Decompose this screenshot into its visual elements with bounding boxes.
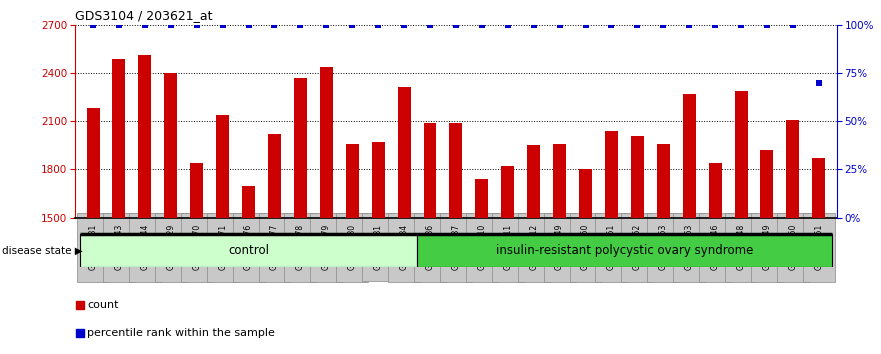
- Point: [448, 22, 463, 28]
- Point: [734, 22, 748, 28]
- Point: [786, 22, 800, 28]
- Bar: [812, 158, 825, 218]
- Point: [86, 22, 100, 28]
- Bar: [138, 55, 152, 218]
- Text: GDS3104 / 203621_at: GDS3104 / 203621_at: [75, 9, 212, 22]
- Point: [164, 22, 178, 28]
- Bar: [553, 144, 566, 218]
- Bar: [476, 179, 488, 218]
- Bar: [631, 136, 644, 218]
- Point: [656, 22, 670, 28]
- Bar: [372, 142, 385, 218]
- Point: [345, 22, 359, 28]
- Text: count: count: [87, 299, 119, 310]
- Bar: [294, 78, 307, 218]
- Point: [811, 80, 825, 85]
- Bar: [320, 67, 333, 218]
- Bar: [242, 185, 255, 218]
- Point: [397, 22, 411, 28]
- Point: [268, 22, 282, 28]
- Point: [500, 22, 515, 28]
- Bar: [424, 123, 436, 218]
- Point: [371, 22, 385, 28]
- Bar: [216, 115, 229, 218]
- Bar: [80, 234, 417, 267]
- Point: [189, 22, 204, 28]
- Point: [552, 22, 566, 28]
- Text: control: control: [228, 244, 269, 257]
- Bar: [657, 144, 670, 218]
- Bar: [417, 234, 832, 267]
- Point: [682, 22, 696, 28]
- Point: [73, 330, 87, 336]
- Point: [293, 22, 307, 28]
- Point: [241, 22, 255, 28]
- Bar: [86, 108, 100, 218]
- Point: [579, 22, 593, 28]
- Point: [604, 22, 618, 28]
- Point: [423, 22, 437, 28]
- Bar: [449, 123, 463, 218]
- Bar: [760, 150, 774, 218]
- Point: [475, 22, 489, 28]
- Bar: [527, 145, 540, 218]
- Point: [73, 302, 87, 307]
- Point: [760, 22, 774, 28]
- Bar: [579, 170, 592, 218]
- Point: [319, 22, 333, 28]
- Point: [527, 22, 541, 28]
- Bar: [708, 163, 722, 218]
- Point: [112, 22, 126, 28]
- Bar: [165, 73, 177, 218]
- Bar: [683, 94, 696, 218]
- Point: [137, 22, 152, 28]
- Text: disease state ▶: disease state ▶: [2, 246, 83, 256]
- Bar: [113, 58, 125, 218]
- Bar: [501, 166, 515, 218]
- Text: insulin-resistant polycystic ovary syndrome: insulin-resistant polycystic ovary syndr…: [496, 244, 753, 257]
- Point: [216, 22, 230, 28]
- Bar: [605, 131, 618, 218]
- Bar: [345, 144, 359, 218]
- Point: [708, 22, 722, 28]
- Bar: [190, 163, 204, 218]
- Bar: [787, 120, 799, 218]
- Bar: [735, 91, 747, 218]
- Point: [630, 22, 644, 28]
- Bar: [268, 134, 281, 218]
- Bar: [397, 87, 411, 218]
- Text: percentile rank within the sample: percentile rank within the sample: [87, 327, 275, 338]
